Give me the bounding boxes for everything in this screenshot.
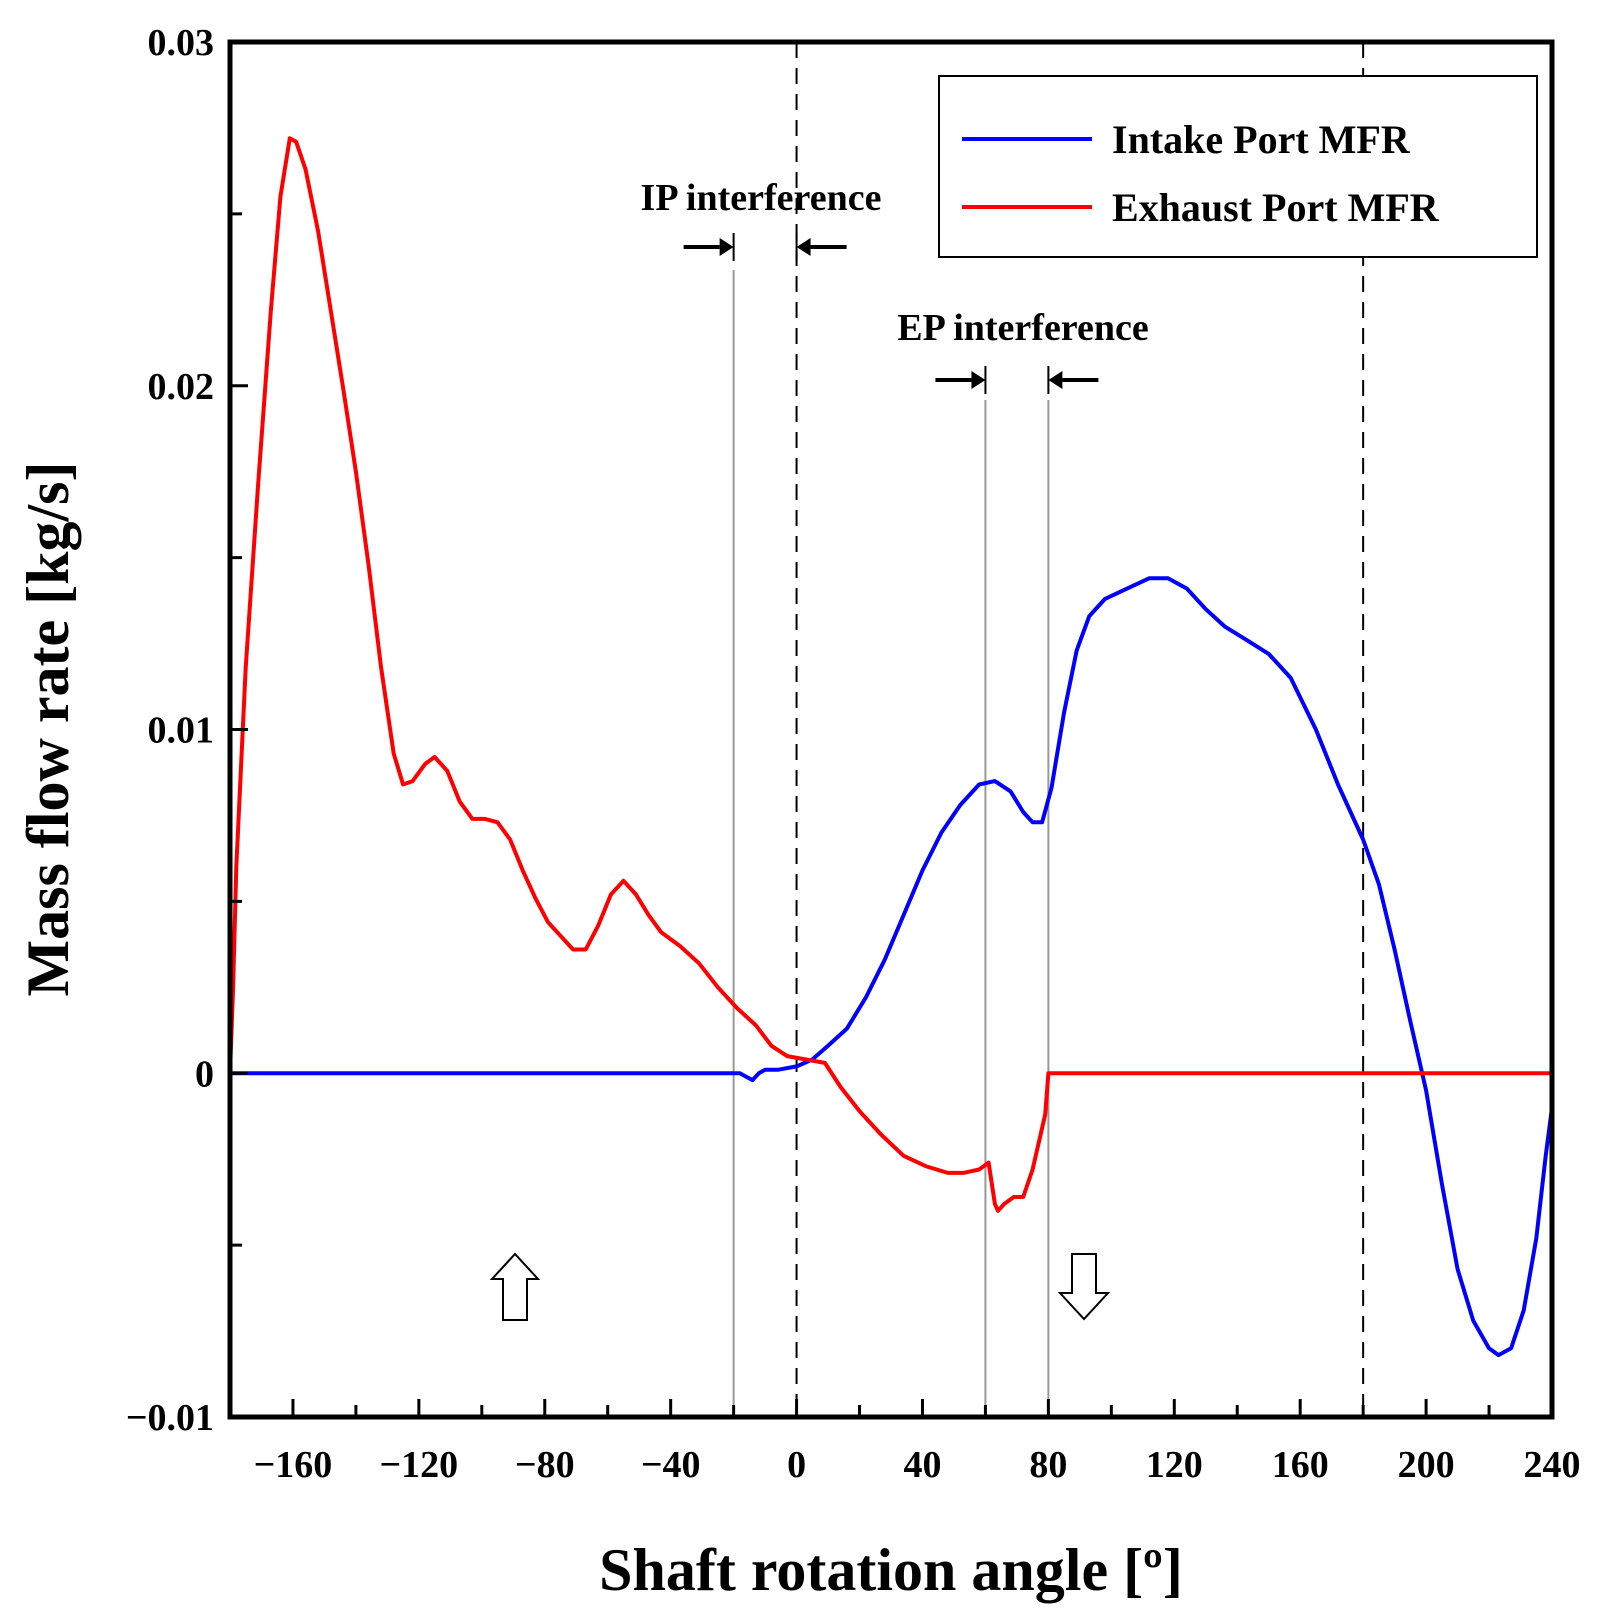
ip-interference-annotation: IP interference — [641, 177, 882, 261]
x-tick-label-160: 160 — [1272, 1444, 1329, 1486]
up-arrow-icon — [489, 1252, 541, 1321]
ip-arrow-right-head — [796, 238, 811, 256]
ep-arrow-right — [1047, 366, 1099, 394]
ep-interference-label: EP interference — [897, 307, 1148, 349]
ep-interference-annotation: EP interference — [897, 307, 1149, 394]
legend-box — [938, 75, 1538, 258]
x-tick-labels: −160 −120 −80 −40 0 40 80 120 160 200 240 — [254, 1444, 1581, 1486]
ip-arrow-right — [795, 233, 847, 261]
legend-label-intake: Intake Port MFR — [1112, 117, 1411, 162]
ip-arrow-left-head — [719, 238, 734, 256]
ep-arrow-left — [935, 366, 987, 394]
x-tick-label-240: 240 — [1524, 1444, 1581, 1486]
series-group — [228, 136, 1554, 1358]
axis-ticks — [228, 40, 1554, 1419]
ip-interference-label: IP interference — [641, 177, 882, 219]
ep-arrow-left-head — [971, 371, 986, 389]
y-axis-title: Mass flow rate [kg/s] — [15, 462, 81, 997]
x-tick-label-120: 120 — [1146, 1444, 1203, 1486]
x-tick-label--120: −120 — [380, 1444, 459, 1486]
ep-arrow-right-head — [1048, 371, 1063, 389]
legend-label-exhaust: Exhaust Port MFR — [1112, 185, 1440, 230]
legend: Intake Port MFR Exhaust Port MFR — [938, 75, 1538, 258]
ip-arrow-left — [683, 233, 735, 261]
y-tick-label-0.02: 0.02 — [148, 366, 215, 408]
down-arrow-icon — [1057, 1253, 1111, 1321]
x-axis-title: Shaft rotation angle [º] — [599, 1537, 1183, 1603]
x-tick-label-0: 0 — [787, 1444, 806, 1486]
reference-lines — [732, 42, 1365, 1417]
y-tick-label-0.01: 0.01 — [148, 710, 215, 752]
y-tick-label-0.03: 0.03 — [148, 22, 215, 64]
x-tick-label--160: −160 — [254, 1444, 333, 1486]
series-exhaust-port-mfr — [228, 136, 1552, 1213]
y-tick-label-0: 0 — [195, 1053, 214, 1095]
x-tick-label--40: −40 — [641, 1444, 701, 1486]
x-tick-label-200: 200 — [1398, 1444, 1455, 1486]
y-tick-labels: −0.01 0 0.01 0.02 0.03 — [126, 22, 214, 1439]
x-tick-label-40: 40 — [903, 1444, 941, 1486]
x-tick-label--80: −80 — [515, 1444, 575, 1486]
x-tick-label-80: 80 — [1029, 1444, 1067, 1486]
port-direction-arrows — [489, 1252, 1111, 1321]
y-tick-label--0.01: −0.01 — [126, 1397, 214, 1439]
series-intake-port-mfr — [230, 576, 1554, 1358]
